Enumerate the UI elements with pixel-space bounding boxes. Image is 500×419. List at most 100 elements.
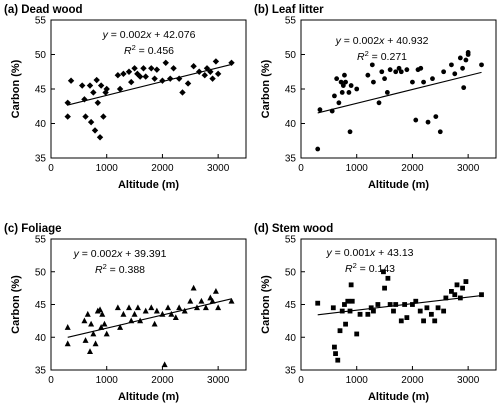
panel-c-data-point bbox=[88, 320, 95, 327]
panel-a-data-point bbox=[86, 82, 94, 89]
panel-a-ytick-label: 50 bbox=[35, 50, 47, 61]
panel-c-trendline bbox=[67, 298, 232, 338]
panel-b-xtick-label: 3000 bbox=[457, 163, 480, 174]
panel-d-data-point bbox=[368, 305, 374, 311]
panel-c-data-point bbox=[82, 337, 89, 343]
panel-d-data-point bbox=[452, 292, 458, 298]
panel-c-xtick-label: 3000 bbox=[207, 375, 230, 386]
panel-c-data-point bbox=[207, 294, 214, 301]
panel-d-data-point bbox=[345, 298, 351, 304]
panel-a-data-point bbox=[94, 99, 101, 106]
panel-c-xtick-label: 2000 bbox=[151, 375, 174, 386]
panel-a-x-axis-title: Altitude (m) bbox=[118, 179, 179, 191]
panel-d-data-point bbox=[454, 282, 460, 288]
panel-b-data-point bbox=[463, 57, 469, 63]
panel-d-xtick-label: 2000 bbox=[401, 375, 424, 386]
panel-c-data-point bbox=[168, 310, 175, 317]
panel-d-data-point bbox=[435, 305, 441, 311]
panel-c-data-point bbox=[202, 304, 209, 311]
panel-a-data-point bbox=[201, 72, 208, 79]
panel-d-r-squared: R2 = 0.143 bbox=[345, 261, 395, 275]
panel-c-data-point bbox=[190, 284, 197, 291]
panel-d-data-point bbox=[428, 311, 434, 317]
panel-b-ytick-label: 40 bbox=[285, 119, 297, 130]
panel-a-data-point bbox=[134, 70, 141, 78]
panel-a-data-point bbox=[64, 113, 71, 120]
panel-a-data-point bbox=[91, 127, 99, 134]
panel-b-data-point bbox=[369, 62, 375, 68]
panel-b-data-point bbox=[365, 72, 371, 78]
panel-d-data-point bbox=[381, 269, 386, 275]
panel-d-data-point bbox=[441, 308, 447, 314]
panel-a-data-point bbox=[175, 75, 183, 82]
panel-c-equation: y = 0.002x + 39.391 bbox=[73, 248, 167, 260]
panel-d-equation: y = 0.001x + 43.13 bbox=[326, 247, 414, 259]
panel-c-ytick-label: 35 bbox=[35, 366, 47, 377]
panel-b-data-point bbox=[457, 55, 463, 61]
panel-d-data-point bbox=[375, 302, 381, 307]
panel-a-data-point bbox=[97, 82, 105, 89]
panel-d-data-point bbox=[348, 282, 354, 288]
panel-a-ytick-label: 45 bbox=[35, 85, 47, 96]
panel-b-data-point bbox=[398, 69, 404, 75]
panel-c-r-squared: R2 = 0.388 bbox=[95, 262, 145, 276]
panel-a-data-point bbox=[142, 73, 149, 80]
panel-b-trendline bbox=[317, 71, 482, 114]
panel-d-data-point bbox=[463, 279, 469, 284]
panel-b-data-point bbox=[332, 93, 337, 99]
panel-d-data-point bbox=[432, 318, 438, 324]
panel-d-xtick-label: 3000 bbox=[457, 375, 480, 386]
panel-d-data-point bbox=[413, 298, 419, 304]
panel-a-data-point bbox=[140, 65, 147, 72]
panel-d-ytick-label: 40 bbox=[285, 333, 297, 344]
panel-b-data-point bbox=[413, 117, 419, 123]
panel-d-data-point bbox=[443, 295, 449, 301]
panel-d-data-point bbox=[421, 318, 426, 324]
panel-a-ytick-label: 55 bbox=[35, 16, 47, 27]
panel-a-data-point bbox=[131, 65, 138, 72]
panel-b-data-point bbox=[437, 129, 443, 135]
panel-a-data-point bbox=[179, 89, 186, 96]
panel-d-data-point bbox=[387, 302, 393, 307]
panel-a-data-point bbox=[114, 72, 122, 79]
panel-c-data-point bbox=[151, 320, 158, 327]
panel-d-data-point bbox=[449, 289, 454, 294]
panel-b-data-point bbox=[430, 76, 435, 82]
panel-c-data-point bbox=[101, 320, 108, 327]
panel-a-data-point bbox=[90, 89, 97, 96]
panel-a-ytick-label: 40 bbox=[35, 119, 47, 130]
panel-b-data-point bbox=[425, 119, 431, 125]
panel-a-xtick-label: 3000 bbox=[207, 163, 230, 174]
panel-d-data-point bbox=[342, 302, 347, 307]
panel-c-data-point bbox=[187, 297, 194, 304]
panel-a-data-point bbox=[170, 65, 177, 72]
panel-a-data-point bbox=[128, 78, 135, 86]
panel-b-data-point bbox=[346, 90, 352, 95]
panel-c-xtick-label: 1000 bbox=[96, 375, 119, 386]
panel-c-data-point bbox=[120, 310, 127, 317]
panel-a-xtick-label: 2000 bbox=[151, 163, 174, 174]
panel-d-data-point bbox=[393, 302, 399, 307]
panel-a-data-point bbox=[148, 65, 155, 72]
panel-a-data-point bbox=[190, 63, 197, 70]
panel-d-data-point bbox=[460, 285, 465, 291]
panel-b-data-point bbox=[387, 67, 393, 73]
panel-c-data-point bbox=[103, 330, 110, 337]
panel-b-data-point bbox=[384, 90, 390, 95]
panel-b-data-point bbox=[315, 146, 321, 152]
panel-b-data-point bbox=[449, 62, 454, 68]
panel-b-data-point bbox=[382, 76, 387, 82]
panel-c-xtick-label: 0 bbox=[48, 375, 54, 386]
panel-d-data-point bbox=[354, 331, 360, 337]
panel-c-data-point bbox=[98, 324, 105, 330]
panel-b-xtick-label: 1000 bbox=[346, 163, 369, 174]
panel-a-data-point bbox=[203, 65, 211, 72]
panel-d-data-point bbox=[385, 275, 391, 281]
panel-b-data-point bbox=[342, 72, 347, 78]
panel-b-ytick-label: 35 bbox=[285, 154, 297, 165]
panel-a-data-point bbox=[212, 58, 220, 65]
panel-a-data-point bbox=[209, 75, 216, 82]
panel-b-data-point bbox=[421, 79, 426, 85]
panel-c-data-point bbox=[165, 304, 171, 311]
panel-c-data-point bbox=[212, 288, 219, 294]
